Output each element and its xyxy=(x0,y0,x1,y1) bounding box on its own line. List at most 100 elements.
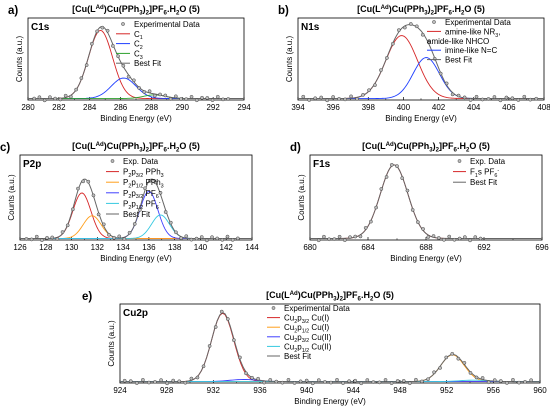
x-axis-label: Binding Energy (eV) xyxy=(385,114,457,123)
legend-marker xyxy=(271,306,276,310)
data-point xyxy=(220,238,225,242)
data-point xyxy=(200,95,204,100)
data-point xyxy=(322,234,326,239)
data-point xyxy=(420,32,425,37)
data-point xyxy=(147,380,151,385)
data-point xyxy=(349,94,353,99)
legend-label: Cu2p1/2 Cu(II) xyxy=(284,342,332,353)
data-point xyxy=(371,380,376,384)
legend-label: P2p1/2 PPh3 xyxy=(123,178,164,189)
data-point xyxy=(462,360,467,365)
data-point xyxy=(194,236,199,241)
data-point xyxy=(244,371,248,376)
data-point xyxy=(91,193,96,198)
legend-label: Cu2p3/2 Cu(I) xyxy=(284,314,330,325)
plot-frame xyxy=(309,154,543,241)
legend-label: Cu2p1/2 Cu(I) xyxy=(284,323,330,334)
legend-label: Experimental Data xyxy=(284,304,350,313)
data-point xyxy=(444,81,449,86)
x-axis-label: Binding Energy (eV) xyxy=(390,254,462,263)
legend-label: Best Fit xyxy=(134,59,162,68)
legend-label: C2 xyxy=(134,40,143,51)
data-point xyxy=(523,380,527,384)
data-point xyxy=(416,220,420,224)
data-point xyxy=(385,56,389,60)
data-point xyxy=(374,205,378,210)
data-point xyxy=(335,378,339,382)
data-point xyxy=(268,378,273,382)
data-point xyxy=(534,96,539,101)
data-point xyxy=(24,237,29,241)
x-tick-label: 688 xyxy=(419,243,433,252)
data-point xyxy=(69,94,73,99)
x-tick-label: 288 xyxy=(145,103,159,112)
data-point xyxy=(122,237,127,241)
data-point xyxy=(101,222,106,227)
x-tick-label: 292 xyxy=(206,103,220,112)
data-point xyxy=(34,234,39,239)
data-point xyxy=(438,366,442,370)
x-axis-label: Binding Energy (eV) xyxy=(100,114,172,123)
component-peak-2 xyxy=(298,57,544,99)
x-tick-label: 134 xyxy=(116,243,130,252)
data-point xyxy=(158,92,162,97)
data-point xyxy=(159,378,163,382)
spectrum-label: Cu2p xyxy=(123,308,148,319)
best-fit-line xyxy=(298,24,544,100)
data-point xyxy=(179,236,183,240)
data-point xyxy=(117,234,122,239)
data-point xyxy=(436,236,441,240)
data-point xyxy=(510,96,515,101)
data-point xyxy=(207,344,212,348)
data-point xyxy=(71,207,75,212)
data-point xyxy=(456,356,461,361)
x-tick-label: 696 xyxy=(535,243,549,252)
data-point xyxy=(414,24,419,29)
data-point xyxy=(142,90,147,94)
data-point xyxy=(301,94,306,99)
legend-label: C3 xyxy=(134,49,143,60)
data-point xyxy=(414,377,418,382)
panel-title: [Cu(LAd)Cu(PPh3)2]PF6.H2O (5) xyxy=(72,141,200,154)
data-point xyxy=(153,180,158,185)
data-point xyxy=(379,68,383,72)
data-point xyxy=(147,89,152,94)
legend-label: F1s PF6- xyxy=(470,168,499,179)
data-point xyxy=(511,377,515,382)
data-point xyxy=(468,371,473,375)
data-point xyxy=(45,236,49,240)
component-peak-2 xyxy=(28,77,244,99)
x-tick-label: 136 xyxy=(142,243,156,252)
legend-label: Cu2p3/2 Cu(II) xyxy=(284,333,332,344)
legend-label: Best Fit xyxy=(445,56,473,65)
data-point xyxy=(517,380,521,385)
data-point xyxy=(132,78,136,83)
data-point xyxy=(407,381,412,386)
data-point xyxy=(373,83,377,87)
data-point xyxy=(37,95,42,100)
data-point xyxy=(238,355,242,360)
data-point xyxy=(307,98,312,102)
data-point xyxy=(195,375,200,380)
data-point xyxy=(397,28,401,32)
data-point xyxy=(215,236,220,241)
data-point xyxy=(168,97,173,101)
data-point xyxy=(486,97,491,101)
data-point xyxy=(86,179,91,184)
x-tick-label: 940 xyxy=(300,386,314,395)
data-point xyxy=(353,378,358,383)
data-point xyxy=(431,234,436,238)
data-point xyxy=(153,380,157,384)
data-point xyxy=(450,351,455,356)
data-point xyxy=(100,25,105,30)
x-tick-label: 396 xyxy=(326,103,340,112)
y-axis-label: Counts (a.u.) xyxy=(15,36,24,83)
x-tick-label: 692 xyxy=(477,243,491,252)
data-point xyxy=(444,355,449,360)
data-point xyxy=(384,175,389,179)
data-point xyxy=(332,237,337,241)
data-point xyxy=(353,234,358,239)
legend-label: C1 xyxy=(134,30,143,41)
